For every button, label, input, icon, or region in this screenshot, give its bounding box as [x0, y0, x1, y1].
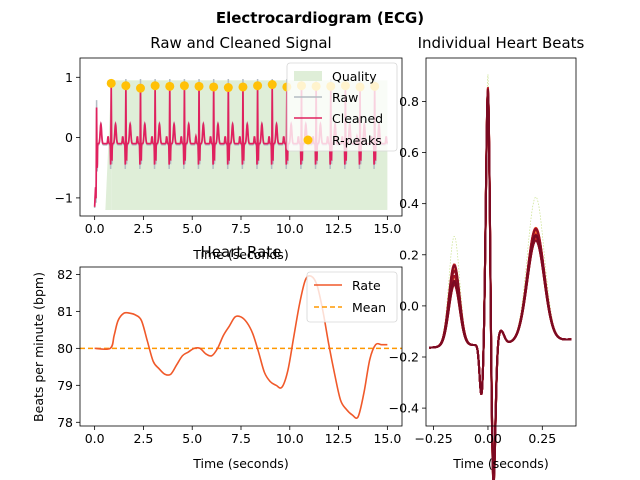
- y-tick-label: 0: [65, 130, 73, 145]
- rate-series: [94, 274, 388, 419]
- y-tick-label: 82: [57, 267, 73, 282]
- legend-label-rate: Rate: [352, 278, 381, 293]
- heart-beat-curves: [429, 74, 572, 480]
- individual-heart-beats-panel: Individual Heart Beats −0.25 0.00 0.25 −0.…: [389, 34, 585, 480]
- y-tick-label: 0.6: [399, 145, 419, 160]
- heart-rate-y-axis-title: Beats per minute (bpm): [31, 272, 46, 422]
- figure-suptitle: Electrocardiogram (ECG): [216, 9, 424, 27]
- r-peak-point: [150, 81, 160, 91]
- x-tick-label: 2.5: [133, 221, 153, 236]
- heart-rate-line: [94, 274, 388, 419]
- x-tick-label: 15.0: [373, 221, 401, 236]
- r-peak-point: [121, 81, 131, 91]
- heart-beat-curve: [429, 96, 572, 474]
- r-peak-point: [106, 78, 116, 88]
- x-tick-label: 12.5: [325, 221, 353, 236]
- legend-label-cleaned: Cleaned: [332, 111, 383, 126]
- signal-y-ticks: −1 0 1: [55, 70, 80, 205]
- y-tick-label: −1: [55, 190, 73, 205]
- r-peak-point: [223, 83, 233, 93]
- x-tick-label: 0.25: [528, 431, 556, 446]
- y-tick-label: 1: [65, 70, 73, 85]
- x-tick-label: 15.0: [373, 431, 401, 446]
- heart-rate-legend: Rate Mean: [306, 271, 398, 323]
- r-peak-point: [238, 82, 248, 92]
- heart-beats-panel-title: Individual Heart Beats: [418, 34, 585, 52]
- heart-beats-x-ticks: −0.25 0.00 0.25: [414, 426, 556, 446]
- heart-rate-x-axis-title: Time (seconds): [192, 456, 288, 471]
- y-tick-label: −0.4: [389, 401, 419, 416]
- x-tick-label: 0.00: [474, 431, 502, 446]
- legend-swatch-quality: [294, 71, 322, 81]
- y-tick-label: 0.8: [399, 94, 419, 109]
- heart-rate-y-ticks: 78 79 80 81 82: [57, 267, 80, 430]
- x-tick-label: −0.25: [414, 431, 452, 446]
- heart-beats-x-axis-title: Time (seconds): [452, 456, 548, 471]
- legend-label-r-peaks: R-peaks: [332, 133, 382, 148]
- legend-label-raw: Raw: [332, 90, 358, 105]
- heart-beat-curve: [429, 74, 572, 477]
- raw-cleaned-panel-title: Raw and Cleaned Signal: [150, 34, 331, 52]
- legend-swatch-r-peaks: [303, 135, 313, 145]
- legend-label-mean: Mean: [352, 300, 386, 315]
- raw-cleaned-signal-panel: Raw and Cleaned Signal 0.0 2.5 5.0 7.5 10.0 1…: [55, 34, 403, 262]
- r-peak-point: [135, 83, 145, 93]
- signal-x-ticks: 0.0 2.5 5.0 7.5 10.0 12.5 15.0: [85, 216, 401, 236]
- heart-beats-y-ticks: −0.4 −0.2 0.0 0.2 0.4 0.6 0.8: [389, 94, 426, 416]
- signal-x-axis-title: Time (seconds): [192, 247, 288, 262]
- r-peak-point: [194, 81, 204, 91]
- legend-label-quality: Quality: [332, 69, 377, 84]
- x-tick-label: 5.0: [182, 431, 202, 446]
- y-tick-label: 0.4: [399, 196, 419, 211]
- y-tick-label: 79: [57, 378, 73, 393]
- y-tick-label: 78: [57, 415, 73, 430]
- r-peak-point: [267, 80, 277, 90]
- signal-legend: Quality Raw Cleaned R-peaks: [286, 62, 398, 152]
- x-tick-label: 2.5: [133, 431, 153, 446]
- quality-ramp: [105, 80, 112, 210]
- r-peak-point: [165, 81, 175, 91]
- x-tick-label: 7.5: [231, 431, 251, 446]
- x-tick-label: 10.0: [276, 431, 304, 446]
- heart-beat-curve: [429, 89, 572, 480]
- heart-rate-x-ticks: 0.0 2.5 5.0 7.5 10.0 12.5 15.0: [85, 426, 401, 446]
- signal-legend-frame: [286, 62, 398, 152]
- x-tick-label: 10.0: [276, 221, 304, 236]
- x-tick-label: 0.0: [85, 221, 105, 236]
- r-peak-point: [253, 81, 263, 91]
- x-tick-label: 5.0: [182, 221, 202, 236]
- heart-beats-plot-frame: [425, 57, 577, 427]
- y-tick-label: −0.2: [389, 350, 419, 365]
- r-peak-point: [179, 81, 189, 91]
- y-tick-label: 0.2: [399, 247, 419, 262]
- heart-rate-panel: Heart Rate 0.0 2.5 5.0 7.5 10.0 12.5 15.0 78 79…: [31, 243, 403, 471]
- y-tick-label: 80: [57, 341, 73, 356]
- r-peak-point: [209, 82, 219, 92]
- heart-rate-panel-title: Heart Rate: [201, 243, 282, 261]
- x-tick-label: 12.5: [325, 431, 353, 446]
- x-tick-label: 0.0: [85, 431, 105, 446]
- y-tick-label: 0.0: [399, 298, 419, 313]
- x-tick-label: 7.5: [231, 221, 251, 236]
- y-tick-label: 81: [57, 304, 73, 319]
